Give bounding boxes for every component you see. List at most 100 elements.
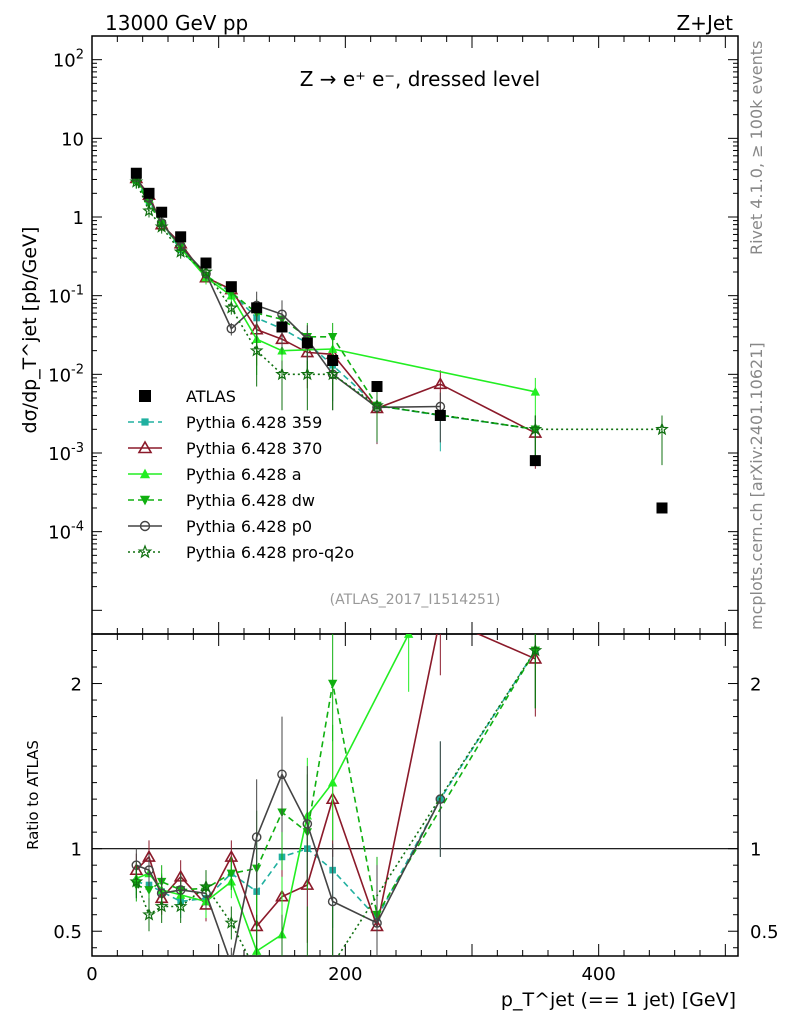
main-y-axis-label: dσ/dp_T^jet [pb/GeV] — [19, 227, 41, 434]
ratio-line-pythia-6-428-370 — [135, 634, 536, 930]
ratio-point — [277, 967, 287, 977]
y-tick-label: 10-3 — [48, 441, 84, 465]
data-point — [370, 398, 384, 412]
legend-marker — [141, 418, 149, 426]
ratio-point — [435, 612, 446, 622]
data-point — [327, 354, 339, 366]
data-point — [655, 422, 669, 436]
data-point — [173, 244, 188, 258]
data-point — [225, 281, 237, 293]
data-point — [142, 203, 156, 217]
ratio-y-tick-label: 1 — [71, 840, 82, 861]
data-point — [327, 332, 338, 342]
analysis-label: (ATLAS_2017_I1514251) — [330, 592, 501, 608]
series-pythia-6-428-p0 — [131, 171, 446, 444]
legend-item-pythia-6-428-pro-q2o: Pythia 6.428 pro-q2o — [128, 543, 354, 562]
series-line-pythia-6-428-p0 — [135, 176, 441, 409]
ratio-point — [372, 918, 382, 928]
y-tick-label: 102 — [53, 48, 84, 72]
ratio-y-axis-label: Ratio to ATLAS — [24, 740, 42, 850]
data-point — [154, 219, 169, 233]
legend-marker — [139, 520, 151, 532]
data-point — [249, 343, 264, 357]
x-tick-label: 200 — [328, 964, 362, 985]
rivet-version-label: Rivet 4.1.0, ≥ 100k events — [747, 41, 766, 255]
ratio-point — [277, 769, 287, 780]
data-point — [528, 422, 543, 436]
ratio-y-tick-label: 2 — [71, 675, 82, 696]
ratio-y-tick-label-right: 1 — [750, 840, 761, 861]
ratio-point — [327, 896, 338, 907]
legend-item-pythia-6-428-370: Pythia 6.428 370 — [128, 439, 322, 458]
data-point — [226, 323, 237, 334]
legend-marker — [137, 544, 153, 559]
data-point — [529, 455, 541, 467]
ratio-panel-frame — [91, 633, 739, 957]
ratio-series-pythia-6-428-370 — [129, 612, 543, 956]
legend-item-pythia-6-428-dw: Pythia 6.428 dw — [128, 491, 315, 510]
ratio-line-pythia-6-428-dw — [136, 650, 536, 917]
ratio-point — [435, 794, 446, 804]
legend-label: Pythia 6.428 359 — [186, 413, 322, 432]
data-point — [199, 264, 213, 278]
legend-marker — [139, 468, 151, 479]
series-pythia-6-428-pro-q2o — [129, 174, 669, 466]
data-point — [433, 377, 448, 390]
legend-label: ATLAS — [186, 387, 236, 406]
ratio-point — [224, 915, 239, 929]
data-point — [129, 174, 144, 188]
ratio-point — [226, 869, 237, 879]
ratio-point — [129, 874, 144, 888]
x-tick-label: 0 — [86, 964, 97, 985]
ratio-point — [302, 959, 313, 969]
data-point — [175, 231, 187, 243]
ratio-series-pythia-6-428-dw — [131, 634, 541, 956]
legend-item-atlas: ATLAS — [139, 387, 236, 406]
legend-item-pythia-6-428-359: Pythia 6.428 359 — [128, 413, 322, 432]
y-tick-label: 1 — [73, 208, 84, 229]
ratio-point — [327, 679, 338, 689]
y-tick-label: 10-4 — [48, 520, 84, 544]
data-point — [277, 309, 287, 320]
y-tick-label: 10-1 — [48, 284, 84, 308]
ratio-point — [251, 967, 262, 977]
ratio-y-tick-label-right: 0.5 — [750, 922, 779, 943]
ratio-point — [327, 777, 338, 787]
data-point — [301, 337, 313, 349]
legend-item-pythia-6-428-p0: Pythia 6.428 p0 — [128, 517, 312, 536]
header-energy: 13000 GeV pp — [105, 11, 248, 35]
y-tick-label: 10-2 — [48, 362, 84, 386]
ratio-point — [144, 865, 154, 875]
header-process: Z+Jet — [676, 11, 733, 35]
data-point — [251, 302, 263, 314]
ratio-line-pythia-6-428-p0 — [136, 772, 442, 956]
ratio-point — [144, 886, 154, 895]
data-point — [130, 167, 142, 179]
ratio-series-pythia-6-428-pro-q2o — [129, 634, 543, 977]
ratio-line-pythia-6-428-a — [136, 634, 410, 953]
ratio-point — [173, 899, 188, 913]
data-point — [275, 367, 289, 381]
legend-marker — [139, 495, 151, 506]
ratio-point — [302, 819, 313, 829]
data-point — [656, 502, 668, 514]
legend-label: Pythia 6.428 dw — [186, 491, 315, 510]
data-point — [156, 206, 168, 218]
data-point — [200, 257, 212, 269]
data-point — [530, 386, 541, 396]
data-point — [325, 367, 340, 381]
ratio-series-pythia-6-428-p0 — [131, 716, 446, 956]
x-axis-label: p_T^jet (== 1 jet) [GeV] — [501, 989, 736, 1011]
y-tick-label: 10 — [61, 129, 84, 150]
ratio-point — [154, 899, 169, 913]
legend-marker — [137, 440, 153, 454]
ratio-series-pythia-6-428-a — [131, 634, 414, 956]
ratio-point — [403, 634, 414, 638]
legend-marker — [139, 390, 151, 402]
legend-label: Pythia 6.428 a — [186, 465, 302, 484]
ratio-y-tick-label-right: 2 — [750, 675, 761, 696]
data-point — [434, 409, 446, 421]
ratio-y-tick-label: 0.5 — [53, 922, 82, 943]
ratio-point — [528, 643, 543, 657]
